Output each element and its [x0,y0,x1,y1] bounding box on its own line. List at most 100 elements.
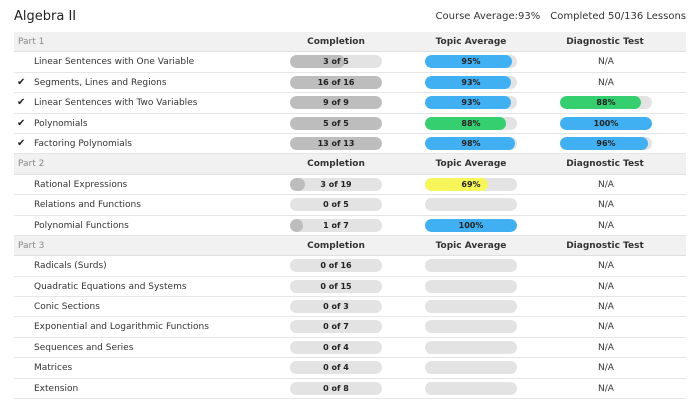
topic-average-label: 93% [461,98,481,108]
lesson-row[interactable]: Rational Expressions 3 of 19 69% N/A [14,175,686,196]
diagnostic-test-bar-fill [560,96,641,110]
progress-table: Part 1 Completion Topic Average Diagnostic … [14,32,686,400]
topic-average-bar-fill [425,218,517,232]
diagnostic-test-bar: 100% [560,116,652,130]
topic-average-label: 88% [461,118,481,128]
topic-average-bar [425,320,517,334]
completion-bar-fill [290,116,382,130]
part-label: Part 3 [18,240,45,251]
completion-bar-fill [290,177,305,191]
lesson-name[interactable]: Linear Sentences with Two Variables [34,98,198,109]
lesson-name[interactable]: Conic Sections [34,302,100,313]
course-stats: Course Average:93% Completed 50/136 Lesso… [436,11,686,22]
completion-bar-fill [290,96,382,110]
column-header-topic-average: Topic Average [435,159,507,170]
diagnostic-test-value: N/A [598,200,614,211]
lesson-row[interactable]: Linear Sentences with One Variable 3 of 5… [14,52,686,73]
lesson-row[interactable]: Matrices 0 of 4 N/A [14,358,686,379]
diagnostic-test-value: N/A [598,281,614,292]
checkmark-icon: ✔ [17,97,26,109]
column-header-completion: Completion [307,37,365,47]
lesson-name[interactable]: Matrices [34,363,73,374]
lesson-name[interactable]: Sequences and Series [34,342,134,353]
diagnostic-test-value: N/A [598,363,614,374]
diagnostic-test-value: N/A [598,220,614,231]
lesson-name[interactable]: Polynomials [34,118,88,129]
diagnostic-test-bar-fill [560,136,649,150]
lesson-row[interactable]: Exponential and Logarithmic Functions 0 o… [14,317,686,338]
part-header: Part 3 Completion Topic Average Diagnostic … [14,235,686,257]
topic-average-label: 98% [461,138,481,148]
lesson-row[interactable]: Quadratic Equations and Systems 0 of 15 N/… [14,277,686,298]
topic-average-label: 100% [458,220,484,230]
completion-label: 3 of 5 [323,57,349,67]
topic-average-bar-fill [425,55,513,69]
topic-average-bar [425,300,517,314]
checkmark-icon: ✔ [17,76,26,88]
lesson-name[interactable]: Quadratic Equations and Systems [34,281,187,292]
diagnostic-test-label: 100% [593,118,619,128]
lesson-row[interactable]: Relations and Functions 0 of 5 N/A [14,195,686,216]
topic-average-bar [425,198,517,212]
lesson-row[interactable]: ✔ Linear Sentences with Two Variables 9 of… [14,93,686,114]
column-header-topic-average: Topic Average [435,240,507,251]
course-header: Algebra II Course Average:93% Completed 5… [0,0,700,32]
column-header-diagnostic-test: Diagnostic Test [566,159,644,170]
lesson-name[interactable]: Rational Expressions [34,179,128,190]
completion-label: 16 of 16 [317,77,355,87]
part-header: Part 2 Completion Topic Average Diagnostic … [14,154,686,175]
lesson-name[interactable]: Polynomial Functions [34,220,129,231]
column-header-diagnostic-test: Diagnostic Test [566,240,644,251]
lesson-name[interactable]: Factoring Polynomials [34,138,132,149]
completion-bar: 0 of 8 [290,381,382,395]
diagnostic-test-value: N/A [598,322,614,333]
topic-average-bar-fill [425,136,516,150]
completion-bar: 3 of 5 [290,55,382,69]
topic-average-bar: 69% [425,177,517,191]
completion-bar: 9 of 9 [290,96,382,110]
topic-average-bar: 88% [425,116,517,130]
lessons-completed: Completed 50/136 Lessons [550,11,686,22]
topic-average-bar: 100% [425,218,517,232]
lesson-name[interactable]: Extension [34,383,79,394]
lesson-row[interactable]: ✔ Segments, Lines and Regions 16 of 16 93% N… [14,73,686,94]
topic-average-bar [425,381,517,395]
completion-bar-fill [290,55,346,69]
column-header-completion: Completion [307,240,365,251]
lesson-row[interactable]: Polynomial Functions 1 of 7 100% N/A [14,216,686,236]
completion-bar: 0 of 7 [290,320,382,334]
lesson-row[interactable]: Extension 0 of 8 N/A [14,379,686,400]
topic-average-bar: 95% [425,55,517,69]
completion-label: 0 of 4 [323,342,349,352]
completion-label: 9 of 9 [323,98,349,108]
lesson-name[interactable]: Exponential and Logarithmic Functions [34,322,209,333]
completion-bar: 16 of 16 [290,75,382,89]
part-label: Part 2 [18,159,45,170]
completion-label: 0 of 15 [320,281,352,291]
lesson-name[interactable]: Radicals (Surds) [34,261,107,272]
diagnostic-test-label: 96% [596,138,616,148]
lesson-name[interactable]: Relations and Functions [34,200,141,211]
part-header: Part 1 Completion Topic Average Diagnostic … [14,32,686,53]
lesson-row[interactable]: ✔ Factoring Polynomials 13 of 13 98% 96% [14,134,686,155]
completion-bar: 0 of 16 [290,259,382,273]
diagnostic-test-value: N/A [598,383,614,394]
topic-average-bar-fill [425,177,489,191]
part-label: Part 1 [18,37,45,47]
completion-bar: 3 of 19 [290,177,382,191]
lesson-row[interactable]: ✔ Polynomials 5 of 5 88% 100% [14,114,686,134]
lesson-name[interactable]: Segments, Lines and Regions [34,77,167,88]
lesson-row[interactable]: Conic Sections 0 of 3 N/A [14,297,686,318]
completion-bar-fill [290,218,303,232]
completion-bar: 0 of 15 [290,279,382,293]
column-header-topic-average: Topic Average [435,37,507,47]
lesson-name[interactable]: Linear Sentences with One Variable [34,57,195,68]
completion-label: 0 of 4 [323,363,349,373]
topic-average-bar-fill [425,75,511,89]
lesson-row[interactable]: Radicals (Surds) 0 of 16 N/A [14,256,686,277]
topic-average-label: 69% [461,179,481,189]
topic-average-bar [425,279,517,293]
lesson-row[interactable]: Sequences and Series 0 of 4 N/A [14,338,686,359]
completion-bar-fill [290,136,382,150]
completion-label: 0 of 16 [320,261,352,271]
